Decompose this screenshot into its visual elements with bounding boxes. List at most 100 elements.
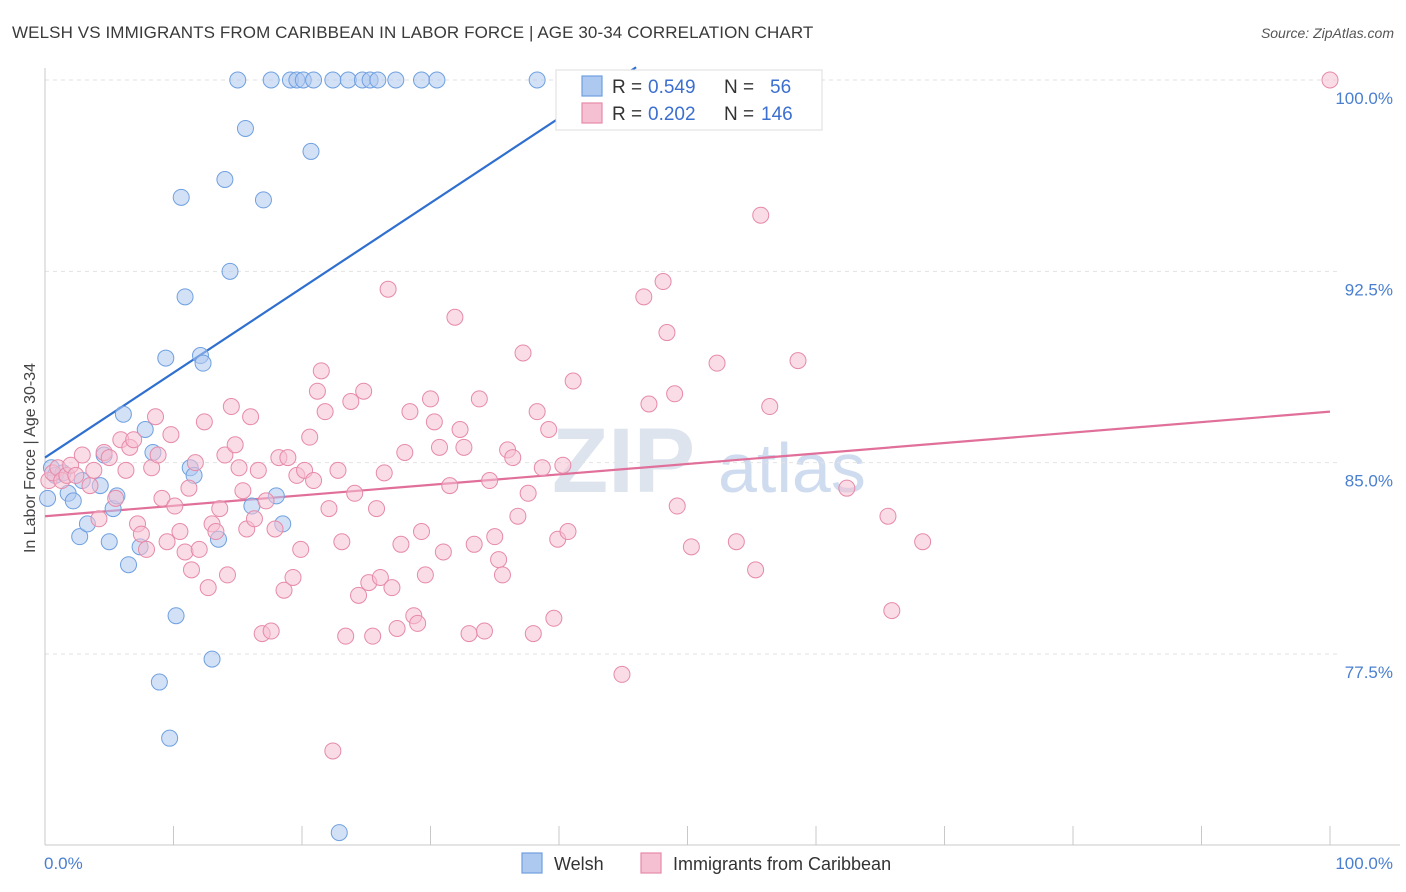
caribbean-r-value: 0.202	[648, 104, 696, 125]
series-1-point-126	[682, 538, 700, 556]
series-1-point-98	[465, 535, 483, 553]
series-1-point-47	[245, 510, 263, 528]
series-1-point-118	[564, 372, 582, 390]
series-1-point-103	[490, 551, 508, 569]
series-1-point-110	[524, 625, 542, 643]
series-1-point-93	[441, 477, 459, 495]
series-1-point-86	[409, 614, 427, 632]
series-0-point-34	[236, 119, 254, 137]
y-tick-label-0: 77.5%	[1345, 663, 1393, 682]
series-0-point-17	[136, 421, 154, 439]
welsh-n-value: 56	[770, 77, 791, 98]
series-1-point-131	[761, 398, 779, 416]
series-1-point-13	[107, 489, 125, 507]
series-1-point-108	[514, 344, 532, 362]
y-tick-label-3: 100.0%	[1335, 89, 1393, 108]
series-1-point-77	[371, 568, 389, 586]
series-1-point-65	[320, 500, 338, 518]
series-0-point-52	[413, 71, 431, 89]
series-1-point-28	[171, 523, 189, 541]
series-1-point-66	[324, 742, 342, 760]
data-points	[39, 71, 1339, 842]
x-tick-label-1: 100.0%	[1335, 854, 1393, 873]
series-1-point-96	[455, 438, 473, 456]
series-1-point-104	[493, 566, 511, 584]
series-1-point-121	[640, 395, 658, 413]
series-1-point-37	[207, 523, 225, 541]
series-0-point-44	[302, 142, 320, 160]
series-0-point-28	[194, 354, 212, 372]
series-1-point-119	[613, 665, 631, 683]
series-1-point-134	[879, 507, 897, 525]
series-1-point-8	[81, 477, 99, 495]
series-1-point-76	[368, 500, 386, 518]
series-1-point-90	[425, 413, 443, 431]
series-1-point-34	[195, 413, 213, 431]
series-1-point-92	[434, 543, 452, 561]
series-0-point-33	[229, 71, 247, 89]
series-1-point-124	[666, 385, 684, 403]
series-1-point-125	[668, 497, 686, 515]
welsh-legend-swatch	[581, 75, 603, 97]
bottom-legend-caribbean-swatch	[640, 852, 662, 874]
series-1-point-50	[257, 492, 275, 510]
series-1-point-35	[199, 579, 217, 597]
source-label: Source: ZipAtlas.com	[1260, 25, 1394, 41]
trend-line-0	[44, 66, 637, 459]
series-0-point-20	[157, 349, 175, 367]
series-1-point-80	[383, 579, 401, 597]
series-1-point-46	[242, 408, 260, 426]
bottom-legend-caribbean-label: Immigrants from Caribbean	[673, 854, 891, 874]
series-0-point-51	[387, 71, 405, 89]
series-0-point-36	[254, 191, 272, 209]
series-0-point-43	[305, 71, 323, 89]
series-1-point-83	[396, 443, 414, 461]
bottom-legend: Welsh Immigrants from Caribbean	[521, 852, 891, 874]
series-1-point-112	[533, 459, 551, 477]
series-1-point-27	[166, 497, 184, 515]
series-1-point-55	[279, 449, 297, 467]
series-1-point-63	[312, 362, 330, 380]
series-1-point-75	[364, 627, 382, 645]
series-1-point-33	[190, 540, 208, 558]
series-1-point-68	[333, 533, 351, 551]
y-axis-label: In Labor Force | Age 30-34	[22, 363, 39, 553]
series-1-point-43	[230, 459, 248, 477]
series-0-point-54	[528, 71, 546, 89]
series-1-point-95	[451, 421, 469, 439]
series-1-point-82	[392, 535, 410, 553]
series-1-point-24	[153, 489, 171, 507]
x-tick-label-0: 0.0%	[44, 854, 83, 873]
y-tick-label-2: 92.5%	[1345, 280, 1393, 299]
series-1-point-136	[914, 533, 932, 551]
series-1-point-128	[727, 533, 745, 551]
series-1-point-17	[125, 431, 143, 449]
tick-labels: 77.5% 85.0% 92.5% 100.0% 0.0% 100.0%	[44, 89, 1393, 873]
series-1-point-113	[540, 421, 558, 439]
series-1-point-89	[422, 390, 439, 408]
grid-lines	[45, 79, 1340, 655]
watermark-zip: ZIP	[552, 410, 695, 512]
series-1-point-102	[486, 528, 504, 546]
series-0-point-21	[161, 729, 179, 747]
series-0-point-19	[150, 673, 168, 691]
series-1-point-19	[132, 525, 150, 543]
caribbean-r-label: R =	[612, 104, 642, 125]
series-1-point-72	[350, 586, 368, 604]
series-1-point-7	[73, 446, 91, 464]
series-1-point-32	[186, 454, 204, 472]
series-1-point-87	[413, 523, 431, 541]
series-1-point-41	[222, 398, 240, 416]
series-1-point-94	[446, 308, 464, 326]
series-1-point-106	[504, 449, 522, 467]
series-1-point-91	[430, 438, 448, 456]
series-1-point-107	[509, 507, 527, 525]
series-0-point-46	[330, 824, 348, 842]
series-1-point-30	[180, 479, 198, 497]
series-1-point-15	[117, 461, 135, 479]
series-1-point-73	[355, 382, 373, 400]
series-1-point-67	[329, 461, 347, 479]
series-1-point-44	[234, 482, 252, 500]
series-1-point-135	[883, 602, 901, 620]
series-1-point-40	[218, 566, 236, 584]
